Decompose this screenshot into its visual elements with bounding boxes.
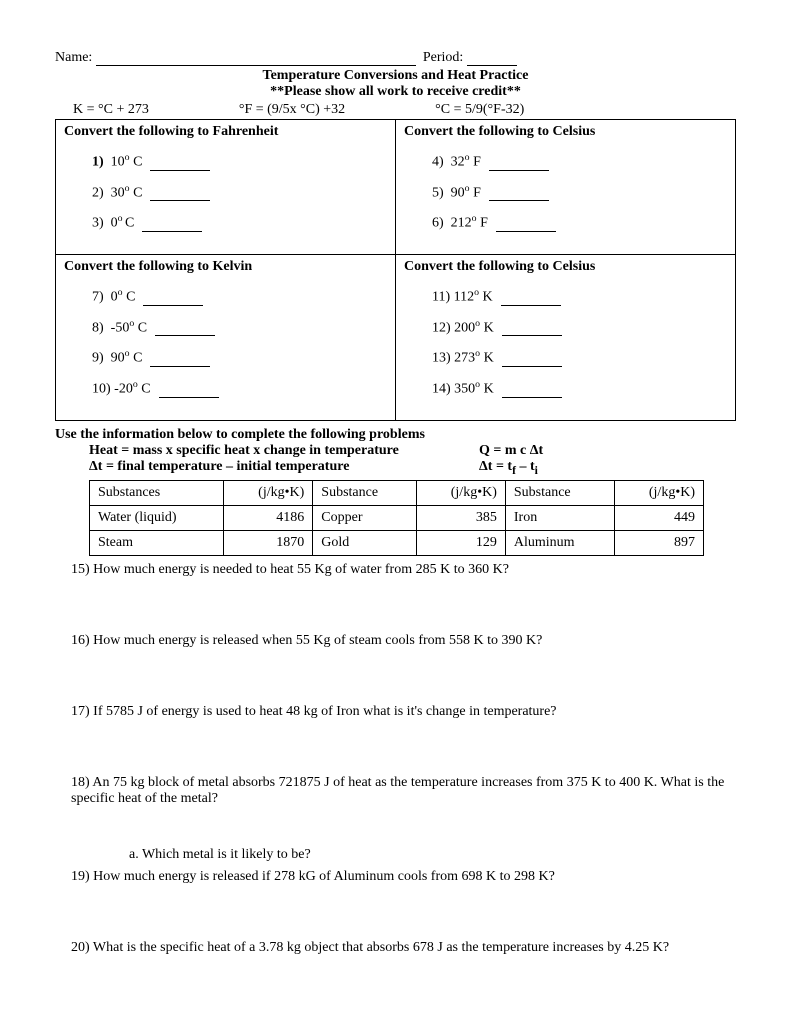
item-6: 6) 212o F bbox=[404, 213, 727, 232]
table-header-row: Substances (j/kg•K) Substance (j/kg•K) S… bbox=[90, 481, 704, 506]
answer-blank[interactable] bbox=[489, 170, 549, 171]
page-subtitle: **Please show all work to receive credit… bbox=[55, 84, 736, 100]
dt-formula: Δt = final temperature – initial tempera… bbox=[89, 459, 479, 477]
name-label: Name: bbox=[55, 50, 92, 65]
q-formula: Q = m c Δt bbox=[479, 443, 543, 459]
item-8: 8) -50o C bbox=[64, 318, 387, 337]
answer-blank[interactable] bbox=[502, 335, 562, 336]
header-cell: (j/kg•K) bbox=[417, 481, 506, 506]
answer-blank[interactable] bbox=[143, 305, 203, 306]
page-title: Temperature Conversions and Heat Practic… bbox=[55, 68, 736, 84]
item-7: 7) 0o C bbox=[64, 287, 387, 306]
item-10: 10) -20o C bbox=[64, 379, 387, 398]
section-title: Convert the following to Celsius bbox=[404, 124, 727, 140]
kelvin-formula: K = °C + 273 bbox=[73, 102, 149, 118]
dt-short: Δt = tf – ti bbox=[479, 459, 538, 477]
table-row: Water (liquid) 4186 Copper 385 Iron 449 bbox=[90, 506, 704, 531]
answer-blank[interactable] bbox=[502, 397, 562, 398]
item-4: 4) 32o F bbox=[404, 152, 727, 171]
answer-blank[interactable] bbox=[502, 366, 562, 367]
answer-blank[interactable] bbox=[142, 231, 202, 232]
answer-blank[interactable] bbox=[496, 231, 556, 232]
item-11: 11) 112o K bbox=[404, 287, 727, 306]
answer-blank[interactable] bbox=[150, 200, 210, 201]
question-15: 15) How much energy is needed to heat 55… bbox=[71, 562, 736, 578]
section-title: Convert the following to Kelvin bbox=[64, 259, 387, 275]
section-celsius-1: Convert the following to Celsius 4) 32o … bbox=[396, 120, 736, 255]
question-20: 20) What is the specific heat of a 3.78 … bbox=[71, 940, 736, 956]
header-name-line: Name: Period: bbox=[55, 50, 736, 66]
name-blank[interactable] bbox=[96, 65, 416, 66]
info-block: Use the information below to complete th… bbox=[55, 427, 736, 477]
section-fahrenheit: Convert the following to Fahrenheit 1) 1… bbox=[56, 120, 396, 255]
section-kelvin: Convert the following to Kelvin 7) 0o C … bbox=[56, 254, 396, 420]
celsius-formula: °C = 5/9(°F-32) bbox=[435, 102, 524, 118]
header-cell: Substance bbox=[313, 481, 417, 506]
heat-formula: Heat = mass x specific heat x change in … bbox=[89, 443, 479, 459]
item-9: 9) 90o C bbox=[64, 348, 387, 367]
item-3: 3) 0o C bbox=[64, 213, 387, 232]
item-2: 2) 30o C bbox=[64, 183, 387, 202]
fahrenheit-formula: °F = (9/5x °C) +32 bbox=[239, 102, 345, 118]
answer-blank[interactable] bbox=[501, 305, 561, 306]
answer-blank[interactable] bbox=[159, 397, 219, 398]
item-1: 1) 10o C bbox=[64, 152, 387, 171]
item-13: 13) 273o K bbox=[404, 348, 727, 367]
question-16: 16) How much energy is released when 55 … bbox=[71, 633, 736, 649]
table-row: Steam 1870 Gold 129 Aluminum 897 bbox=[90, 531, 704, 556]
question-17: 17) If 5785 J of energy is used to heat … bbox=[71, 704, 736, 720]
period-blank[interactable] bbox=[467, 65, 517, 66]
info-intro: Use the information below to complete th… bbox=[55, 427, 736, 443]
item-5: 5) 90o F bbox=[404, 183, 727, 202]
period-label: Period: bbox=[423, 50, 463, 65]
section-title: Convert the following to Celsius bbox=[404, 259, 727, 275]
header-cell: Substances bbox=[90, 481, 224, 506]
answer-blank[interactable] bbox=[150, 170, 210, 171]
question-18a: a. Which metal is it likely to be? bbox=[129, 847, 736, 863]
header-cell: (j/kg•K) bbox=[615, 481, 704, 506]
section-celsius-2: Convert the following to Celsius 11) 112… bbox=[396, 254, 736, 420]
formula-row: K = °C + 273 °F = (9/5x °C) +32 °C = 5/9… bbox=[55, 102, 736, 118]
item-14: 14) 350o K bbox=[404, 379, 727, 398]
answer-blank[interactable] bbox=[150, 366, 210, 367]
answer-blank[interactable] bbox=[155, 335, 215, 336]
section-title: Convert the following to Fahrenheit bbox=[64, 124, 387, 140]
conversion-table: Convert the following to Fahrenheit 1) 1… bbox=[55, 119, 736, 421]
header-cell: (j/kg•K) bbox=[224, 481, 313, 506]
item-12: 12) 200o K bbox=[404, 318, 727, 337]
question-18: 18) An 75 kg block of metal absorbs 7218… bbox=[71, 775, 736, 807]
specific-heat-table: Substances (j/kg•K) Substance (j/kg•K) S… bbox=[89, 480, 704, 556]
answer-blank[interactable] bbox=[489, 200, 549, 201]
header-cell: Substance bbox=[505, 481, 614, 506]
question-19: 19) How much energy is released if 278 k… bbox=[71, 869, 736, 885]
